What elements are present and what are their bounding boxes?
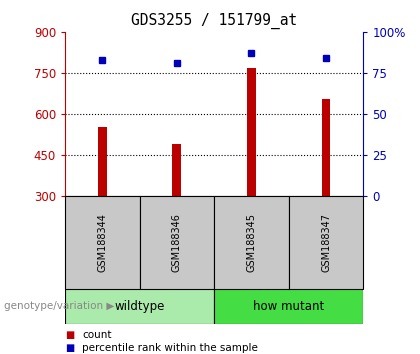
Text: ■: ■: [65, 330, 74, 339]
Bar: [247, 68, 256, 196]
Text: ■: ■: [65, 343, 74, 353]
Bar: [98, 126, 107, 196]
Text: GSM188345: GSM188345: [247, 213, 257, 272]
Bar: [173, 144, 181, 196]
Bar: [65, 289, 214, 324]
Bar: [214, 196, 289, 289]
Text: GSM188344: GSM188344: [97, 213, 108, 272]
Text: genotype/variation ▶: genotype/variation ▶: [4, 301, 115, 311]
Text: how mutant: how mutant: [253, 300, 324, 313]
Text: percentile rank within the sample: percentile rank within the sample: [82, 343, 258, 353]
Bar: [322, 99, 331, 196]
Bar: [214, 289, 363, 324]
Text: GSM188347: GSM188347: [321, 213, 331, 272]
Bar: [289, 196, 363, 289]
Title: GDS3255 / 151799_at: GDS3255 / 151799_at: [131, 13, 297, 29]
Text: count: count: [82, 330, 111, 339]
Text: wildtype: wildtype: [115, 300, 165, 313]
Text: GSM188346: GSM188346: [172, 213, 182, 272]
Bar: [139, 196, 214, 289]
Bar: [65, 196, 139, 289]
